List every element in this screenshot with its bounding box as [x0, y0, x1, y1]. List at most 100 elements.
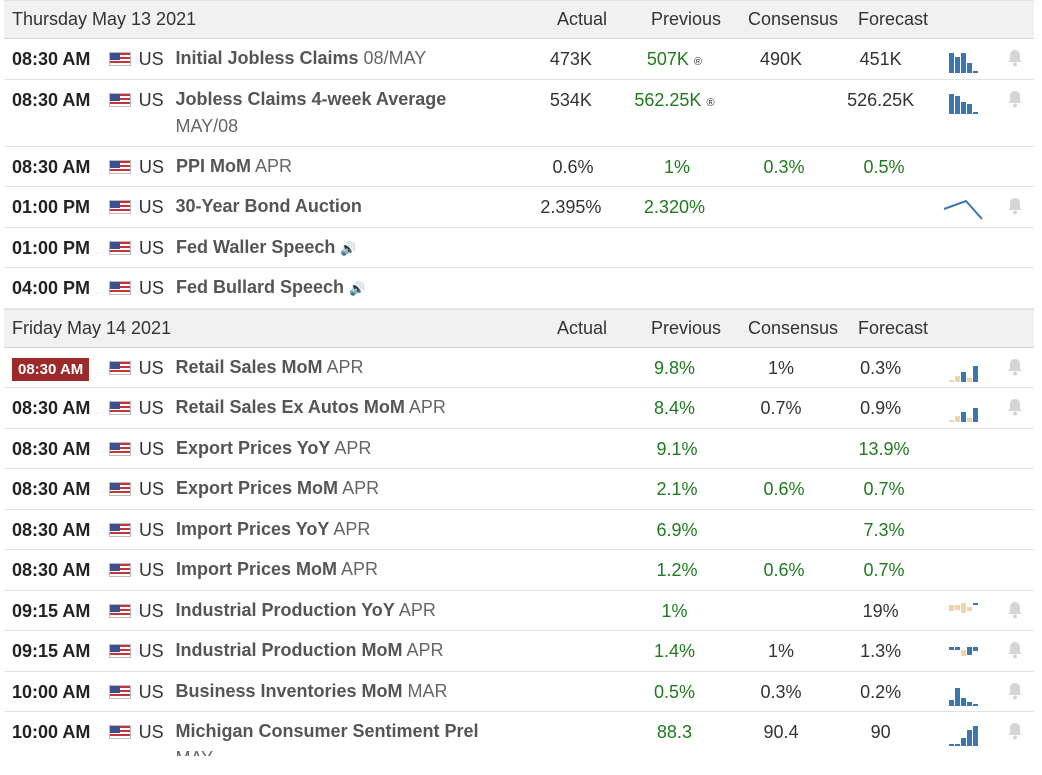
event-previous: 6.9% — [656, 519, 698, 540]
event-row[interactable]: 09:15 AM US Industrial Production MoM AP… — [4, 631, 1034, 672]
mini-bar-chart-icon[interactable] — [932, 358, 996, 382]
event-row[interactable]: 08:30 AM US Retail Sales Ex Autos MoM AP… — [4, 388, 1034, 429]
col-previous: Previous — [650, 317, 722, 338]
mini-bar-chart-icon[interactable] — [932, 398, 996, 422]
event-title[interactable]: 30-Year Bond Auction — [175, 196, 362, 216]
event-country: US — [138, 722, 164, 742]
bell-icon[interactable] — [996, 90, 1034, 108]
event-actual: 534K — [549, 89, 592, 110]
event-country: US — [138, 681, 164, 702]
event-time: 08:30 AM — [12, 49, 91, 69]
event-consensus: 1% — [768, 641, 795, 661]
event-forecast: 0.5% — [863, 156, 905, 177]
mini-bar-chart-icon[interactable] — [932, 682, 996, 706]
event-title[interactable]: Fed Bullard Speech 🔊 — [176, 277, 366, 297]
bell-icon[interactable] — [996, 358, 1034, 376]
event-row[interactable]: 08:30 AM US Retail Sales MoM APR 9.8% 1%… — [4, 348, 1034, 388]
event-title[interactable]: Initial Jobless Claims 08/MAY — [175, 48, 427, 68]
us-flag-icon — [108, 644, 131, 658]
event-country: US — [138, 197, 164, 217]
event-title[interactable]: PPI MoM APR — [176, 155, 293, 176]
mini-bar-chart-icon[interactable] — [932, 722, 996, 746]
event-forecast: 0.7% — [863, 560, 905, 580]
event-country: US — [138, 49, 164, 69]
event-title[interactable]: Business Inventories MoM MAR — [175, 680, 448, 701]
event-previous: 1.2% — [656, 560, 698, 580]
event-row[interactable]: 10:00 AM US Business Inventories MoM MAR… — [4, 672, 1034, 712]
event-country: US — [139, 278, 165, 298]
us-flag-icon — [109, 441, 131, 456]
mini-bar-chart-icon[interactable] — [932, 49, 996, 73]
event-consensus: 90.4 — [763, 722, 799, 742]
us-flag-icon — [108, 92, 131, 107]
us-flag-icon — [108, 401, 131, 415]
mini-bar-chart-icon[interactable] — [932, 90, 996, 114]
revised-icon: ® — [706, 96, 715, 109]
bell-icon[interactable] — [996, 49, 1034, 67]
event-forecast: 13.9% — [858, 438, 910, 459]
event-previous: 1.4% — [653, 641, 695, 661]
event-title[interactable]: Industrial Production YoY APR — [175, 599, 436, 620]
event-row[interactable]: 08:30 AM US Import Prices MoM APR 1.2% 0… — [4, 550, 1034, 591]
us-flag-icon — [108, 52, 131, 66]
event-consensus: 0.6% — [763, 560, 805, 580]
event-forecast: 90 — [870, 722, 891, 742]
event-time: 08:30 AM — [12, 89, 91, 110]
col-consensus: Consensus — [747, 317, 839, 338]
event-time: 08:30 AM — [12, 479, 91, 499]
event-row[interactable]: 08:30 AM US Initial Jobless Claims 08/MA… — [4, 39, 1034, 80]
event-forecast: 451K — [859, 49, 902, 69]
event-row[interactable]: 01:00 PM US Fed Waller Speech 🔊 — [4, 228, 1034, 268]
bell-icon[interactable] — [996, 641, 1034, 659]
event-row[interactable]: 08:30 AM US Export Prices YoY APR 9.1% 1… — [4, 429, 1034, 469]
event-time: 08:30 AM — [4, 357, 109, 381]
event-title[interactable]: Industrial Production MoM APR — [175, 640, 444, 660]
event-forecast: 526.25K — [847, 89, 915, 110]
event-title[interactable]: Retail Sales Ex Autos MoM APR — [175, 397, 446, 417]
event-forecast: 7.3% — [863, 519, 905, 540]
event-row[interactable]: 08:30 AM US Jobless Claims 4-week Averag… — [4, 80, 1034, 147]
mini-line-chart-icon[interactable] — [932, 197, 996, 228]
us-flag-icon — [109, 522, 131, 537]
bell-icon[interactable] — [996, 601, 1034, 619]
bell-icon[interactable] — [996, 682, 1034, 700]
us-flag-icon — [108, 684, 131, 699]
event-title[interactable]: Michigan Consumer Sentiment PrelMAY — [175, 721, 479, 756]
bell-icon[interactable] — [996, 398, 1034, 416]
col-actual: Actual — [556, 9, 608, 29]
event-row[interactable]: 08:30 AM US PPI MoM APR 0.6% 1% 0.3% 0.5… — [4, 147, 1034, 187]
event-row[interactable]: 01:00 PM US 30-Year Bond Auction 2.395% … — [4, 187, 1034, 228]
event-consensus: 0.3% — [760, 681, 802, 702]
event-previous: 562.25K ® — [634, 89, 715, 110]
mini-bar-chart-icon[interactable] — [932, 601, 996, 625]
col-forecast: Forecast — [857, 9, 929, 29]
day-label: Friday May 14 2021 — [12, 317, 172, 338]
event-previous: 0.5% — [653, 681, 695, 702]
event-country: US — [138, 398, 164, 418]
event-forecast: 0.2% — [860, 681, 902, 702]
event-title[interactable]: Import Prices MoM APR — [176, 559, 379, 579]
bell-icon[interactable] — [996, 197, 1034, 215]
event-previous: 1% — [661, 600, 688, 621]
event-row[interactable]: 09:15 AM US Industrial Production YoY AP… — [4, 591, 1034, 631]
event-previous: 9.1% — [656, 438, 698, 459]
event-title[interactable]: Retail Sales MoM APR — [175, 356, 364, 377]
event-row[interactable]: 04:00 PM US Fed Bullard Speech 🔊 — [4, 268, 1034, 309]
us-flag-icon — [108, 200, 131, 214]
bell-icon[interactable] — [996, 722, 1034, 740]
event-previous: 507K ® — [646, 49, 703, 69]
day-header: Friday May 14 2021 Actual Previous Conse… — [4, 308, 1034, 348]
event-row[interactable]: 08:30 AM US Export Prices MoM APR 2.1% 0… — [4, 469, 1034, 510]
mini-bar-chart-icon[interactable] — [932, 641, 996, 665]
event-title[interactable]: Export Prices YoY APR — [176, 437, 372, 458]
event-title[interactable]: Import Prices YoY APR — [176, 518, 371, 539]
event-row[interactable]: 10:00 AM US Michigan Consumer Sentiment … — [4, 712, 1034, 756]
event-country: US — [139, 479, 165, 499]
event-title[interactable]: Fed Waller Speech 🔊 — [176, 236, 357, 257]
event-forecast: 0.7% — [863, 479, 905, 499]
us-flag-icon — [109, 482, 131, 496]
event-title[interactable]: Jobless Claims 4-week Average MAY/08 — [175, 88, 447, 136]
event-title[interactable]: Export Prices MoM APR — [176, 478, 380, 498]
event-time: 08:30 AM — [12, 438, 91, 459]
event-row[interactable]: 08:30 AM US Import Prices YoY APR 6.9% 7… — [4, 510, 1034, 550]
